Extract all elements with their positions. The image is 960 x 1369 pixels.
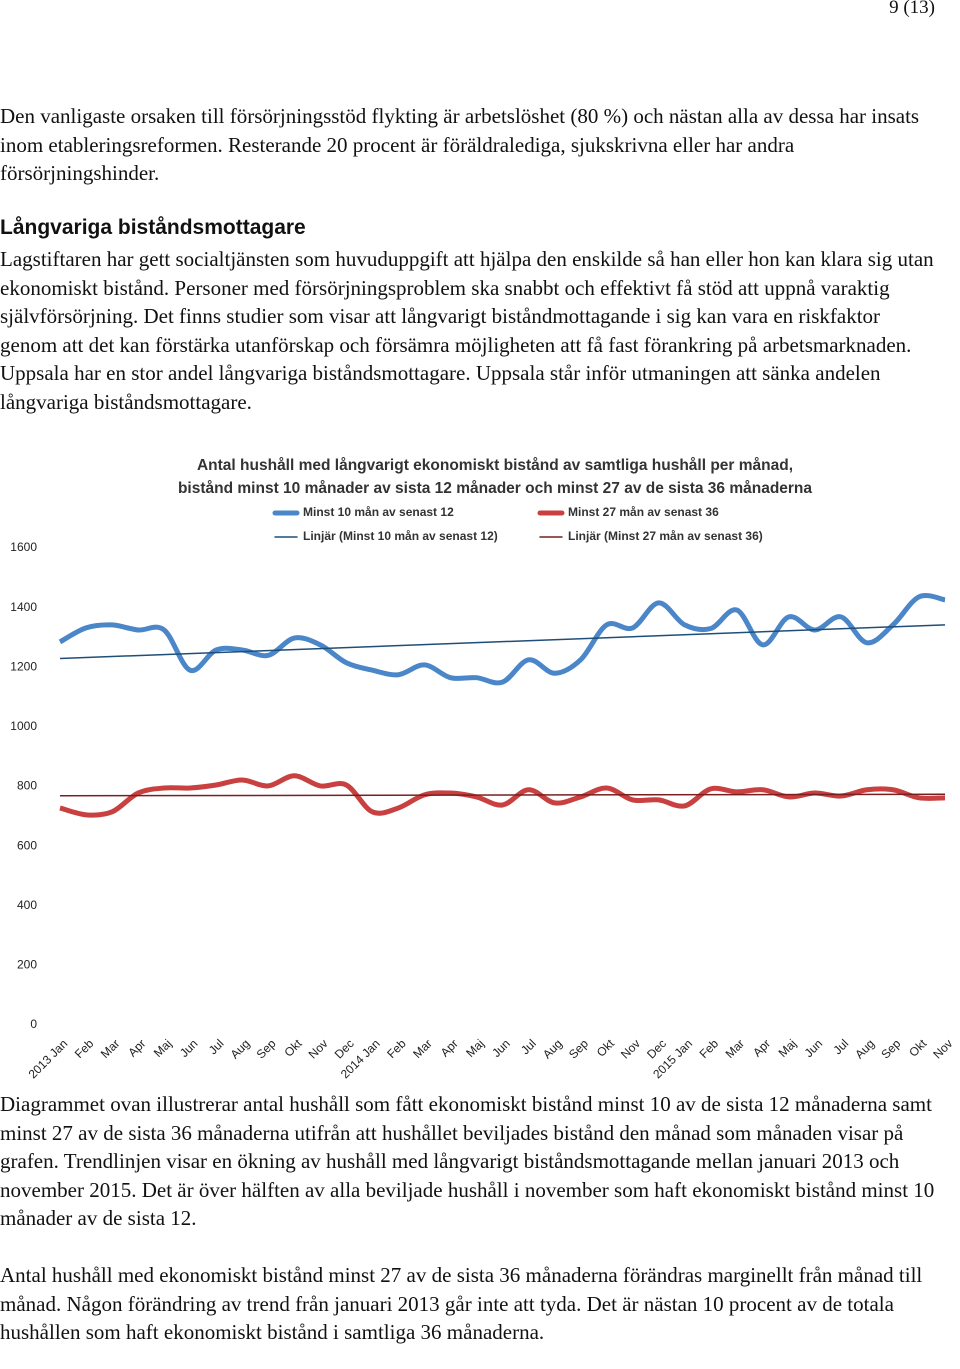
data-line — [59, 773, 946, 818]
x-tick-label: Jul — [206, 1036, 227, 1057]
x-tick-label: Aug — [540, 1036, 565, 1061]
x-tick-label: Aug — [852, 1036, 877, 1061]
x-tick-label: Feb — [72, 1036, 97, 1061]
legend-label: Linjär (Minst 27 mån av senast 36) — [568, 529, 763, 543]
x-tick-label: Mar — [410, 1036, 435, 1061]
y-tick-label: 200 — [17, 958, 37, 972]
x-tick-label: Maj — [776, 1036, 800, 1060]
paragraph: Diagrammet ovan illustrerar antal hushål… — [0, 1092, 935, 1231]
x-tick-label: Sep — [566, 1036, 591, 1061]
y-tick-label: 1400 — [10, 600, 37, 614]
chart: Antal hushåll med långvarigt ekonomiskt … — [10, 457, 955, 1081]
x-tick-label: Jun — [489, 1036, 513, 1060]
paragraph: Antal hushåll med ekonomiskt bistånd min… — [0, 1263, 923, 1345]
x-tick-label: Apr — [750, 1036, 773, 1059]
x-tick-label: Feb — [384, 1036, 409, 1061]
x-tick-label: Nov — [306, 1036, 331, 1061]
x-tick-label: Jul — [830, 1036, 851, 1057]
legend-label: Minst 10 mån av senast 12 — [303, 505, 454, 519]
x-tick-label: Okt — [906, 1036, 930, 1060]
y-tick-label: 800 — [17, 779, 37, 793]
legend-label: Linjär (Minst 10 mån av senast 12) — [303, 529, 498, 543]
y-tick-label: 0 — [30, 1017, 37, 1031]
x-tick-label: Nov — [930, 1036, 955, 1061]
chart-subtitle: bistånd minst 10 månader av sista 12 mån… — [178, 480, 812, 497]
y-tick-label: 1200 — [10, 659, 37, 673]
x-tick-label: Jun — [802, 1036, 826, 1060]
x-tick-label: Mar — [98, 1036, 123, 1061]
x-tick-label: Okt — [594, 1036, 618, 1060]
paragraph: Den vanligaste orsaken till försörjnings… — [0, 104, 920, 186]
x-tick-label: Apr — [125, 1036, 148, 1059]
x-tick-label: Jul — [518, 1036, 539, 1057]
chart-title: Antal hushåll med långvarigt ekonomiskt … — [197, 457, 793, 474]
x-tick-label: Maj — [151, 1036, 175, 1060]
legend-label: Minst 27 mån av senast 36 — [568, 505, 719, 519]
x-tick-label: Jun — [177, 1036, 201, 1060]
x-tick-label: Sep — [878, 1036, 903, 1061]
x-tick-label: 2013 Jan — [26, 1036, 71, 1081]
page-number: 9 (13) — [889, 0, 935, 18]
x-tick-label: Maj — [463, 1036, 487, 1060]
x-tick-label: Aug — [228, 1036, 253, 1061]
x-tick-label: Nov — [618, 1036, 643, 1061]
x-tick-label: Sep — [254, 1036, 279, 1061]
heading: Långvariga biståndsmottagare — [0, 216, 306, 239]
x-tick-label: Okt — [282, 1036, 306, 1060]
x-tick-label: Feb — [697, 1036, 722, 1061]
data-line — [58, 593, 946, 686]
trend-line — [59, 624, 946, 660]
x-tick-label: Apr — [438, 1036, 461, 1059]
y-tick-label: 1600 — [10, 540, 37, 554]
y-tick-label: 1000 — [10, 719, 37, 733]
trend-line — [59, 793, 946, 797]
x-tick-label: Mar — [723, 1036, 748, 1061]
paragraph: Lagstiftaren har gett socialtjänsten som… — [0, 247, 934, 414]
y-tick-label: 400 — [17, 898, 37, 912]
y-tick-label: 600 — [17, 838, 37, 852]
